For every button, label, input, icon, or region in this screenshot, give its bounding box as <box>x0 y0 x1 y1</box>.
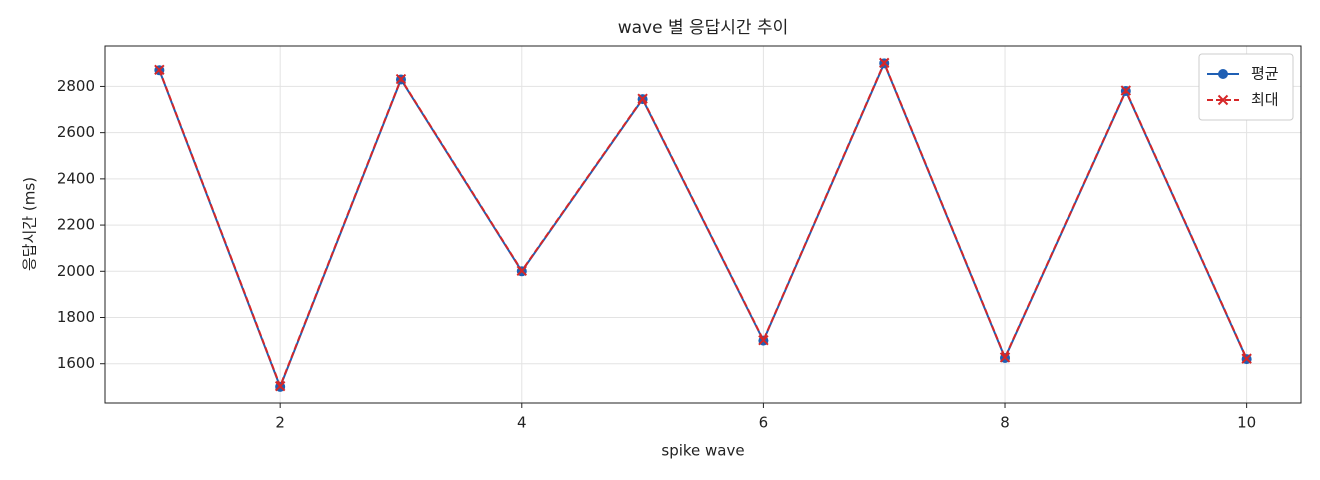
y-tick-label: 2400 <box>57 169 95 187</box>
x-tick-label: 10 <box>1237 414 1256 432</box>
y-tick-label: 2600 <box>57 123 95 141</box>
marker <box>395 73 407 85</box>
x-tick-label: 2 <box>275 414 285 432</box>
legend-box <box>1198 53 1294 121</box>
y-tick-label: 2000 <box>57 262 95 280</box>
x-tick-label: 4 <box>517 414 527 432</box>
y-axis-label: 응답시간 (ms) <box>21 177 39 271</box>
marker <box>637 93 648 104</box>
marker <box>758 334 769 346</box>
x-tick-label: 6 <box>759 414 769 432</box>
marker <box>1120 85 1132 96</box>
y-tick-label: 2800 <box>57 77 95 95</box>
x-axis-label: spike wave <box>661 442 744 460</box>
marker <box>999 352 1011 363</box>
y-tick-label: 1800 <box>57 308 95 326</box>
legend-label: 최대 <box>1251 91 1279 109</box>
plot-frame <box>104 45 1302 404</box>
legend-label: 평균 <box>1251 65 1279 83</box>
marker <box>1217 94 1229 106</box>
marker <box>879 57 890 69</box>
marker <box>1218 69 1228 79</box>
y-tick-label: 1600 <box>57 354 95 372</box>
marker <box>1241 353 1252 364</box>
series-line <box>158 60 1248 389</box>
marker <box>154 64 165 76</box>
marker <box>274 380 286 392</box>
x-tick-label: 8 <box>1000 414 1010 432</box>
y-tick-label: 2200 <box>57 216 95 234</box>
marker <box>516 265 527 277</box>
chart-title: wave 별 응답시간 추이 <box>618 18 789 38</box>
